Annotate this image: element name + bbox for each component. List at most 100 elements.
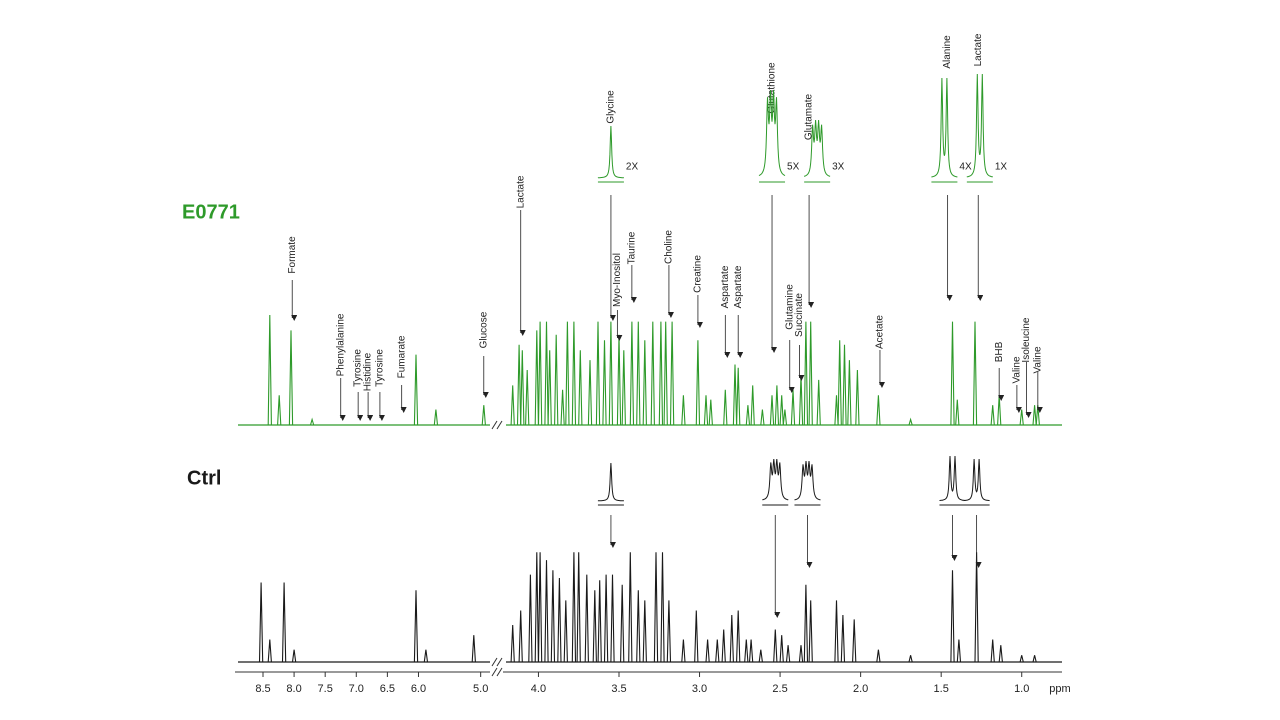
annotation-label: BHB <box>994 341 1005 362</box>
annotation-label: Formate <box>287 236 298 274</box>
x-tick-label: 3.5 <box>611 683 626 695</box>
peak <box>650 321 655 426</box>
peak <box>576 552 581 663</box>
peak <box>852 619 857 663</box>
inset-peak <box>963 458 990 502</box>
peak <box>748 639 754 663</box>
series-name: Ctrl <box>187 467 221 489</box>
peak <box>547 350 552 426</box>
annotation-label: Glutathione <box>767 62 778 114</box>
peak <box>876 649 881 663</box>
peak <box>481 405 486 426</box>
peak <box>636 321 641 426</box>
peak <box>703 395 709 426</box>
x-tick-label: 3.0 <box>692 683 707 695</box>
annotation-label: Isoleucine <box>1021 317 1032 362</box>
inset-scale: 5X <box>787 162 800 173</box>
peak <box>518 610 523 663</box>
x-tick-label: 7.0 <box>349 683 364 695</box>
peak <box>516 344 522 426</box>
annotation-label: Aspartate <box>733 265 744 308</box>
peak <box>571 321 577 426</box>
annotation-label: Histidine <box>363 352 374 391</box>
peak <box>560 389 565 426</box>
peak <box>281 582 287 663</box>
peak <box>620 584 625 663</box>
peak <box>291 649 297 663</box>
peak <box>642 340 647 426</box>
peak <box>715 639 720 663</box>
axis-break <box>491 667 503 677</box>
peak <box>550 570 556 663</box>
peak <box>1032 405 1037 426</box>
peak <box>729 614 734 663</box>
peak <box>834 395 839 426</box>
annotation-label: Acetate <box>875 315 886 349</box>
peak <box>803 321 809 426</box>
inset-peak <box>597 462 624 502</box>
peak <box>750 385 755 426</box>
peak <box>990 405 995 426</box>
peak <box>908 655 913 663</box>
peak <box>592 590 597 663</box>
peak <box>423 649 429 663</box>
x-tick-label: 8.0 <box>286 683 301 695</box>
annotation-label: Succinate <box>794 293 805 337</box>
peak <box>950 570 955 663</box>
peak <box>990 639 995 663</box>
peak <box>528 574 533 663</box>
peak <box>760 409 765 426</box>
x-tick-label: 6.5 <box>380 683 395 695</box>
inset-peak <box>794 460 821 501</box>
peak <box>660 552 665 663</box>
x-tick-label: 2.0 <box>853 683 868 695</box>
peak <box>525 369 530 426</box>
peak <box>554 334 559 426</box>
peak <box>997 395 1002 426</box>
peak <box>471 635 476 663</box>
peak <box>837 340 842 426</box>
x-tick-label: 1.5 <box>934 683 949 695</box>
peak <box>723 389 728 426</box>
peak <box>267 639 272 663</box>
peak <box>584 574 589 663</box>
annotation-label: Glutamine <box>784 284 795 330</box>
inset-scale: 3X <box>832 162 845 173</box>
peak <box>658 321 664 426</box>
annotation-label: Choline <box>664 230 675 264</box>
peak <box>1019 655 1024 663</box>
inset-peak <box>803 119 831 177</box>
peak <box>974 552 979 663</box>
peak <box>732 364 738 426</box>
peak <box>563 600 568 663</box>
x-tick-label: 5.0 <box>473 683 488 695</box>
peak <box>798 645 804 663</box>
peak <box>413 590 419 663</box>
peak <box>571 552 577 663</box>
peak <box>267 314 272 426</box>
peak <box>972 321 978 426</box>
peak <box>544 321 549 426</box>
annotation-label: Valine <box>1012 356 1023 383</box>
inset-peak <box>762 458 789 501</box>
peak <box>808 600 813 663</box>
peak <box>629 321 635 426</box>
peak <box>666 600 672 663</box>
peak <box>636 590 641 663</box>
peak <box>534 552 539 663</box>
peak <box>998 645 1003 663</box>
peak <box>663 321 668 426</box>
x-tick-label: 4.0 <box>531 683 546 695</box>
inset-scale: 1X <box>995 162 1008 173</box>
peak <box>956 639 962 663</box>
peak <box>557 577 562 663</box>
axis-break <box>491 657 503 667</box>
peak <box>537 321 543 426</box>
inset-peak <box>966 73 993 178</box>
annotation-label: Valine <box>1032 346 1043 373</box>
annotation-label: Myo-Inositol <box>612 253 623 307</box>
peak <box>773 629 778 663</box>
annotation-label: Lactate <box>973 33 984 66</box>
